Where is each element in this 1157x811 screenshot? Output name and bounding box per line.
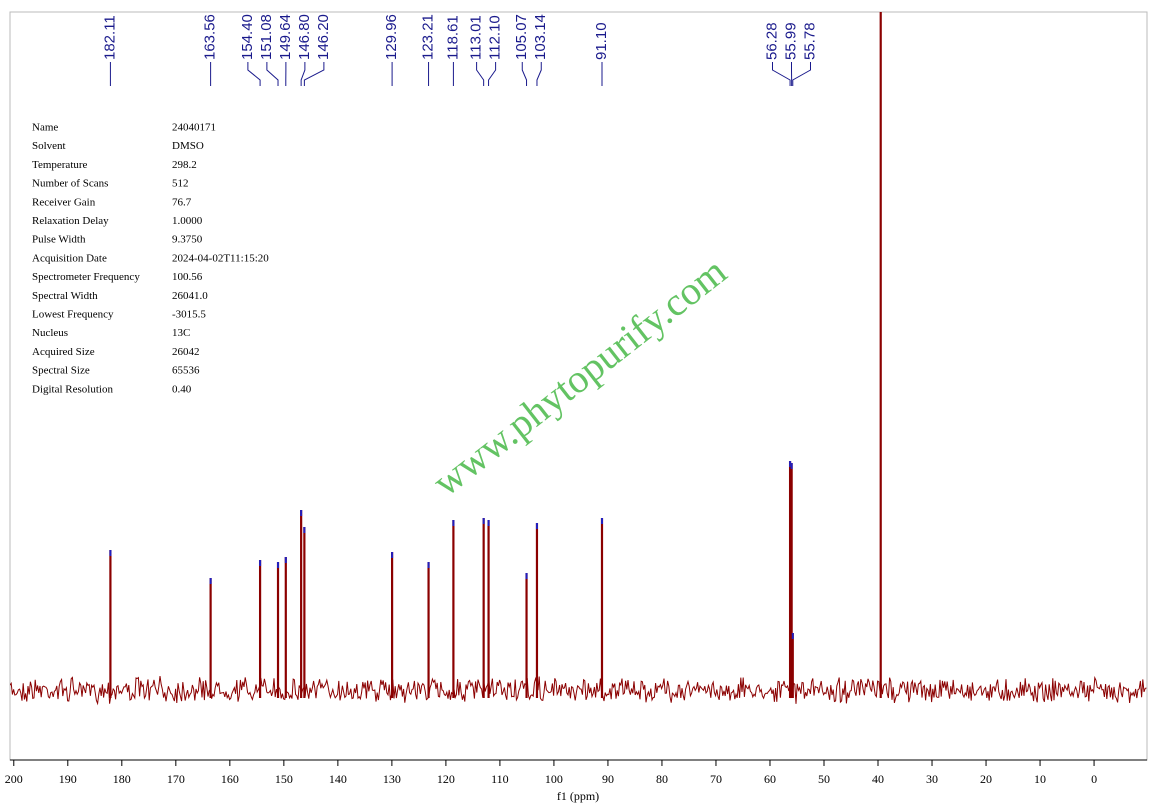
param-value: 76.7 bbox=[172, 196, 192, 208]
peak-label: 163.56 bbox=[202, 14, 219, 60]
param-value: 26042 bbox=[172, 346, 200, 358]
param-name: Spectral Size bbox=[32, 365, 90, 377]
peak-label: 105.07 bbox=[513, 14, 530, 60]
label-connector bbox=[521, 62, 528, 86]
param-name: Name bbox=[32, 122, 58, 134]
peak-labels: 182.11 163.56 154.40 151.08 149.64 146.80 146.… bbox=[101, 14, 818, 86]
x-tick-label: 10 bbox=[1034, 772, 1046, 786]
x-tick-label: 100 bbox=[545, 772, 563, 786]
baseline-noise bbox=[10, 675, 1147, 706]
x-tick-label: 110 bbox=[491, 772, 509, 786]
peak-label: 118.61 bbox=[444, 15, 461, 60]
param-value: 9.3750 bbox=[172, 234, 203, 246]
param-value: 100.56 bbox=[172, 271, 203, 283]
x-tick-label: 20 bbox=[980, 772, 992, 786]
param-value: 26041.0 bbox=[172, 290, 208, 302]
x-tick-label: 0 bbox=[1091, 772, 1097, 786]
param-value: 512 bbox=[172, 178, 189, 190]
peaks bbox=[109, 12, 882, 698]
peak-label: 146.20 bbox=[315, 14, 332, 60]
peak-label: 154.40 bbox=[239, 14, 256, 60]
param-name: Spectrometer Frequency bbox=[32, 271, 140, 283]
param-name: Number of Scans bbox=[32, 178, 108, 190]
x-tick-label: 140 bbox=[329, 772, 347, 786]
param-name: Acquisition Date bbox=[32, 252, 107, 264]
peak-label: 123.21 bbox=[420, 14, 437, 60]
param-name: Lowest Frequency bbox=[32, 309, 114, 321]
label-connector bbox=[300, 62, 306, 86]
x-tick-label: 180 bbox=[113, 772, 131, 786]
x-tick-label: 160 bbox=[221, 772, 239, 786]
peak-label: 113.01 bbox=[468, 15, 485, 60]
label-connector bbox=[266, 62, 279, 86]
peak-label: 56.28 bbox=[763, 22, 780, 60]
x-tick-label: 40 bbox=[872, 772, 884, 786]
param-value: 65536 bbox=[172, 365, 200, 377]
param-name: Receiver Gain bbox=[32, 196, 96, 208]
x-tick-label: 190 bbox=[59, 772, 77, 786]
peak-label: 182.11 bbox=[101, 15, 118, 60]
param-value: 2024-04-02T11:15:20 bbox=[172, 252, 269, 264]
x-tick-label: 200 bbox=[5, 772, 23, 786]
x-tick-label: 130 bbox=[383, 772, 401, 786]
param-name: Acquired Size bbox=[32, 346, 95, 358]
param-name: Relaxation Delay bbox=[32, 215, 109, 227]
x-tick-label: 50 bbox=[818, 772, 830, 786]
x-axis: 200 190 180 170 160 150 140 130 120 110 100 90 80 70 6… bbox=[5, 760, 1097, 786]
x-tick-label: 70 bbox=[710, 772, 722, 786]
peak-label: 55.99 bbox=[782, 22, 799, 60]
x-axis-label: f1 (ppm) bbox=[557, 789, 599, 803]
label-connector bbox=[247, 62, 261, 86]
label-connector bbox=[476, 62, 485, 86]
x-tick-label: 30 bbox=[926, 772, 938, 786]
param-value: 0.40 bbox=[172, 383, 192, 395]
param-name: Spectral Width bbox=[32, 290, 98, 302]
noise-trace bbox=[10, 675, 1147, 706]
label-connector bbox=[792, 62, 811, 86]
param-name: Pulse Width bbox=[32, 234, 86, 246]
peak-label: 112.10 bbox=[487, 15, 504, 60]
x-tick-label: 80 bbox=[656, 772, 668, 786]
param-name: Temperature bbox=[32, 159, 88, 171]
param-value: -3015.5 bbox=[172, 309, 206, 321]
peak-label: 103.14 bbox=[532, 14, 549, 60]
peak-label: 146.80 bbox=[296, 14, 313, 60]
peak-label: 151.08 bbox=[258, 14, 275, 60]
x-tick-label: 150 bbox=[275, 772, 293, 786]
peak-label: 129.96 bbox=[383, 14, 400, 60]
param-name: Solvent bbox=[32, 140, 66, 152]
label-connector bbox=[771, 62, 791, 86]
param-name: Nucleus bbox=[32, 327, 68, 339]
param-value: 24040171 bbox=[172, 122, 216, 134]
param-value: 13C bbox=[172, 327, 190, 339]
label-connector bbox=[488, 62, 497, 86]
peak-label: 91.10 bbox=[593, 22, 610, 60]
param-value: DMSO bbox=[172, 140, 204, 152]
watermark: www.phytopurify.com bbox=[424, 248, 735, 505]
param-value: 298.2 bbox=[172, 159, 197, 171]
param-value: 1.0000 bbox=[172, 215, 203, 227]
x-tick-label: 120 bbox=[437, 772, 455, 786]
x-tick-label: 90 bbox=[602, 772, 614, 786]
label-connector bbox=[303, 62, 325, 86]
peak-label: 149.64 bbox=[277, 14, 294, 60]
parameter-table: Name 24040171 Solvent DMSO Temperature 298.2 N… bbox=[32, 122, 269, 396]
x-tick-label: 60 bbox=[764, 772, 776, 786]
x-tick-label: 170 bbox=[167, 772, 185, 786]
label-connector bbox=[536, 62, 542, 86]
param-name: Digital Resolution bbox=[32, 383, 113, 395]
peak-label: 55.78 bbox=[801, 22, 818, 60]
